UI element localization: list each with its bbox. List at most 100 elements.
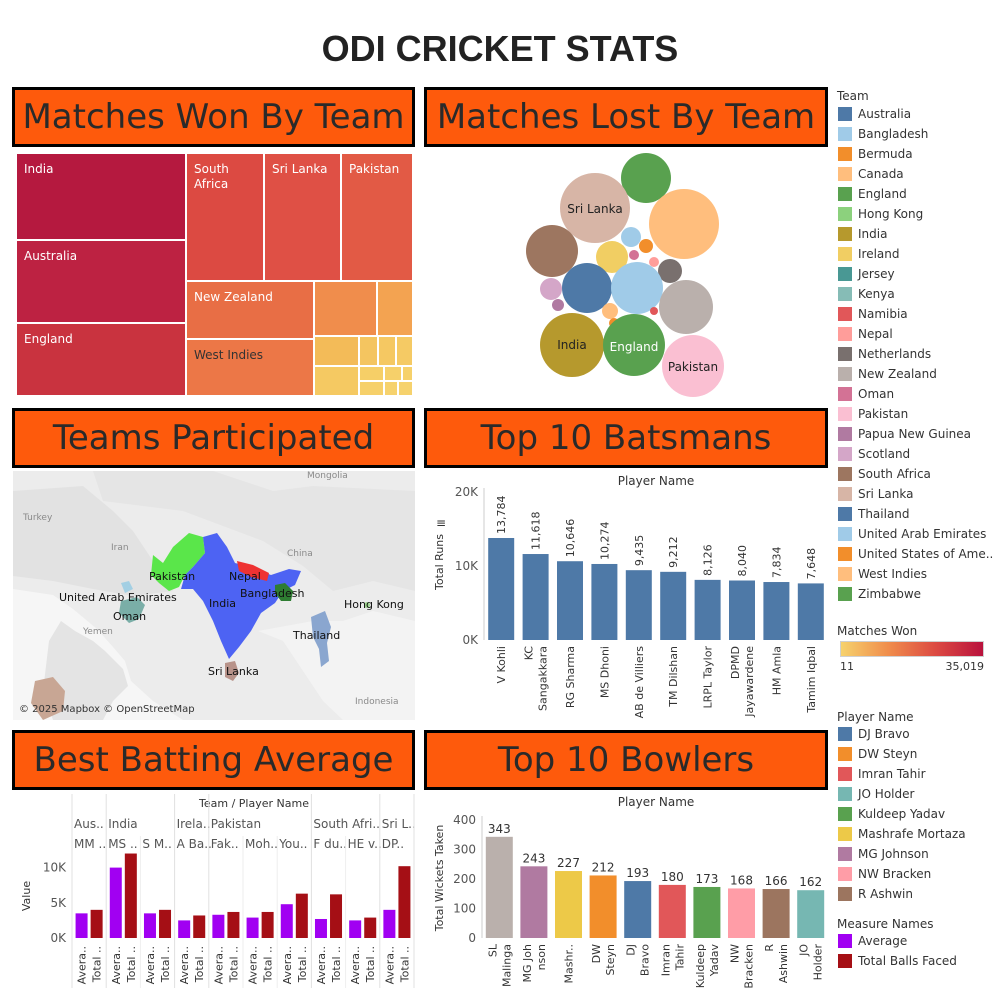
sort-icon[interactable]: ≡: [436, 516, 446, 530]
bubble-bermuda[interactable]: [639, 239, 653, 253]
average-bar[interactable]: [75, 913, 88, 938]
bubble-pakistan[interactable]: [662, 335, 724, 397]
legend-item[interactable]: Nepal: [838, 326, 893, 343]
average-bar[interactable]: [109, 867, 122, 938]
average-bar[interactable]: [295, 893, 308, 938]
treemap-cell-australia[interactable]: Australia: [16, 240, 186, 323]
batsmen-bar[interactable]: [694, 579, 721, 640]
legend-item[interactable]: NW Bracken: [838, 866, 931, 883]
treemap-cell-england[interactable]: England: [16, 323, 186, 396]
average-bar[interactable]: [383, 909, 396, 938]
legend-item[interactable]: Canada: [838, 166, 904, 183]
legend-item[interactable]: R Ashwin: [838, 886, 913, 903]
bubble-canada[interactable]: [602, 303, 618, 319]
batting-average-chart[interactable]: Team / Player Name Value 0K 5K 10K Aus.. MM ..…: [12, 792, 418, 992]
treemap-cell[interactable]: [398, 381, 413, 396]
bowlers-bar[interactable]: [624, 881, 652, 938]
legend-item[interactable]: South Africa: [838, 466, 931, 483]
legend-item[interactable]: Netherlands: [838, 346, 931, 363]
bubble-zimbabwe[interactable]: [621, 153, 671, 203]
treemap-cell[interactable]: [314, 366, 359, 396]
batsmen-bar[interactable]: [591, 563, 618, 640]
treemap-cell-new-zealand[interactable]: New Zealand: [186, 281, 314, 339]
legend-item[interactable]: Jersey: [838, 266, 895, 283]
bubble-sri-lanka[interactable]: [560, 173, 630, 243]
average-bar[interactable]: [261, 911, 274, 938]
average-bar[interactable]: [349, 920, 362, 938]
bowlers-bar[interactable]: [555, 871, 582, 938]
average-bar[interactable]: [314, 918, 327, 938]
batsmen-bar[interactable]: [625, 570, 652, 640]
treemap-cell-pakistan[interactable]: Pakistan: [341, 153, 413, 281]
treemap-cell[interactable]: [384, 381, 398, 396]
legend-item[interactable]: Bermuda: [838, 146, 913, 163]
average-bar[interactable]: [178, 920, 191, 938]
legend-item[interactable]: Bangladesh: [838, 126, 928, 143]
batsmen-bar[interactable]: [660, 571, 687, 640]
teams-map[interactable]: Mongolia Turkey Iran China Yemen Indones…: [13, 471, 415, 720]
legend-item[interactable]: England: [838, 186, 907, 203]
legend-item[interactable]: Zimbabwe: [838, 586, 921, 603]
treemap-cell-india[interactable]: India: [16, 153, 186, 240]
bowlers-bar[interactable]: [520, 866, 548, 938]
legend-item[interactable]: Kuldeep Yadav: [838, 806, 945, 823]
treemap-cell[interactable]: [384, 366, 402, 381]
bubble-england[interactable]: [603, 314, 665, 376]
bubble-nepal[interactable]: [649, 257, 659, 267]
legend-item[interactable]: Namibia: [838, 306, 908, 323]
legend-item[interactable]: Imran Tahir: [838, 766, 926, 783]
bowlers-bar[interactable]: [762, 889, 790, 938]
matches-won-treemap[interactable]: India Australia England South Africa Sri…: [16, 153, 413, 396]
legend-item[interactable]: JO Holder: [838, 786, 914, 803]
bowlers-bar[interactable]: [658, 884, 686, 938]
bowlers-bar[interactable]: [797, 890, 825, 938]
batsmen-bar[interactable]: [729, 580, 755, 640]
treemap-cell[interactable]: [359, 381, 384, 396]
treemap-cell[interactable]: [314, 336, 359, 366]
bubble-namibia[interactable]: [650, 307, 658, 315]
treemap-cell[interactable]: [377, 281, 413, 336]
batsmen-bar[interactable]: [522, 554, 549, 640]
top-bowlers-chart[interactable]: Player Name Total Wickets Taken 0 100 200 300…: [424, 792, 830, 992]
average-bar[interactable]: [227, 911, 240, 938]
bubble-bangladesh[interactable]: [621, 227, 641, 247]
average-bar[interactable]: [280, 904, 293, 938]
batsmen-bar[interactable]: [557, 561, 583, 640]
matches-lost-bubble-chart[interactable]: Sri Lanka India England Pakistan: [520, 145, 730, 405]
batsmen-bar[interactable]: [763, 582, 790, 640]
legend-item[interactable]: Mashrafe Mortaza: [838, 826, 966, 843]
bubble-west-indies[interactable]: [649, 189, 719, 259]
legend-item[interactable]: DW Steyn: [838, 746, 917, 763]
treemap-cell-west-indies[interactable]: West Indies: [186, 339, 314, 396]
legend-item[interactable]: Oman: [838, 386, 894, 403]
legend-item[interactable]: New Zealand: [838, 366, 937, 383]
legend-item[interactable]: United States of Ame..: [838, 546, 993, 563]
treemap-cell[interactable]: [359, 336, 378, 366]
treemap-cell[interactable]: [396, 336, 413, 366]
batsmen-bar[interactable]: [488, 537, 515, 640]
bubble-scotland[interactable]: [540, 278, 562, 300]
legend-item[interactable]: Thailand: [838, 506, 910, 523]
legend-item[interactable]: Hong Kong: [838, 206, 923, 223]
average-bar[interactable]: [90, 909, 103, 938]
treemap-cell[interactable]: [359, 366, 384, 381]
average-bar[interactable]: [246, 917, 259, 938]
legend-item[interactable]: Kenya: [838, 286, 895, 303]
bubble-australia[interactable]: [562, 263, 612, 313]
average-bar[interactable]: [143, 913, 156, 938]
legend-item[interactable]: India: [838, 226, 887, 243]
average-bar[interactable]: [159, 909, 172, 938]
bowlers-bar[interactable]: [589, 875, 617, 938]
treemap-cell[interactable]: [314, 281, 377, 336]
average-bar[interactable]: [124, 853, 137, 938]
map-attribution[interactable]: © 2025 Mapbox © OpenStreetMap: [19, 704, 195, 715]
average-bar[interactable]: [364, 917, 377, 938]
legend-item[interactable]: Australia: [838, 106, 911, 123]
legend-item[interactable]: West Indies: [838, 566, 927, 583]
legend-item[interactable]: Average: [838, 933, 907, 950]
bowlers-bar[interactable]: [728, 888, 755, 938]
average-bar[interactable]: [330, 894, 343, 938]
bubble-south-africa[interactable]: [526, 225, 578, 277]
legend-item[interactable]: Total Balls Faced: [838, 953, 957, 970]
bubble-uae[interactable]: [611, 262, 663, 314]
